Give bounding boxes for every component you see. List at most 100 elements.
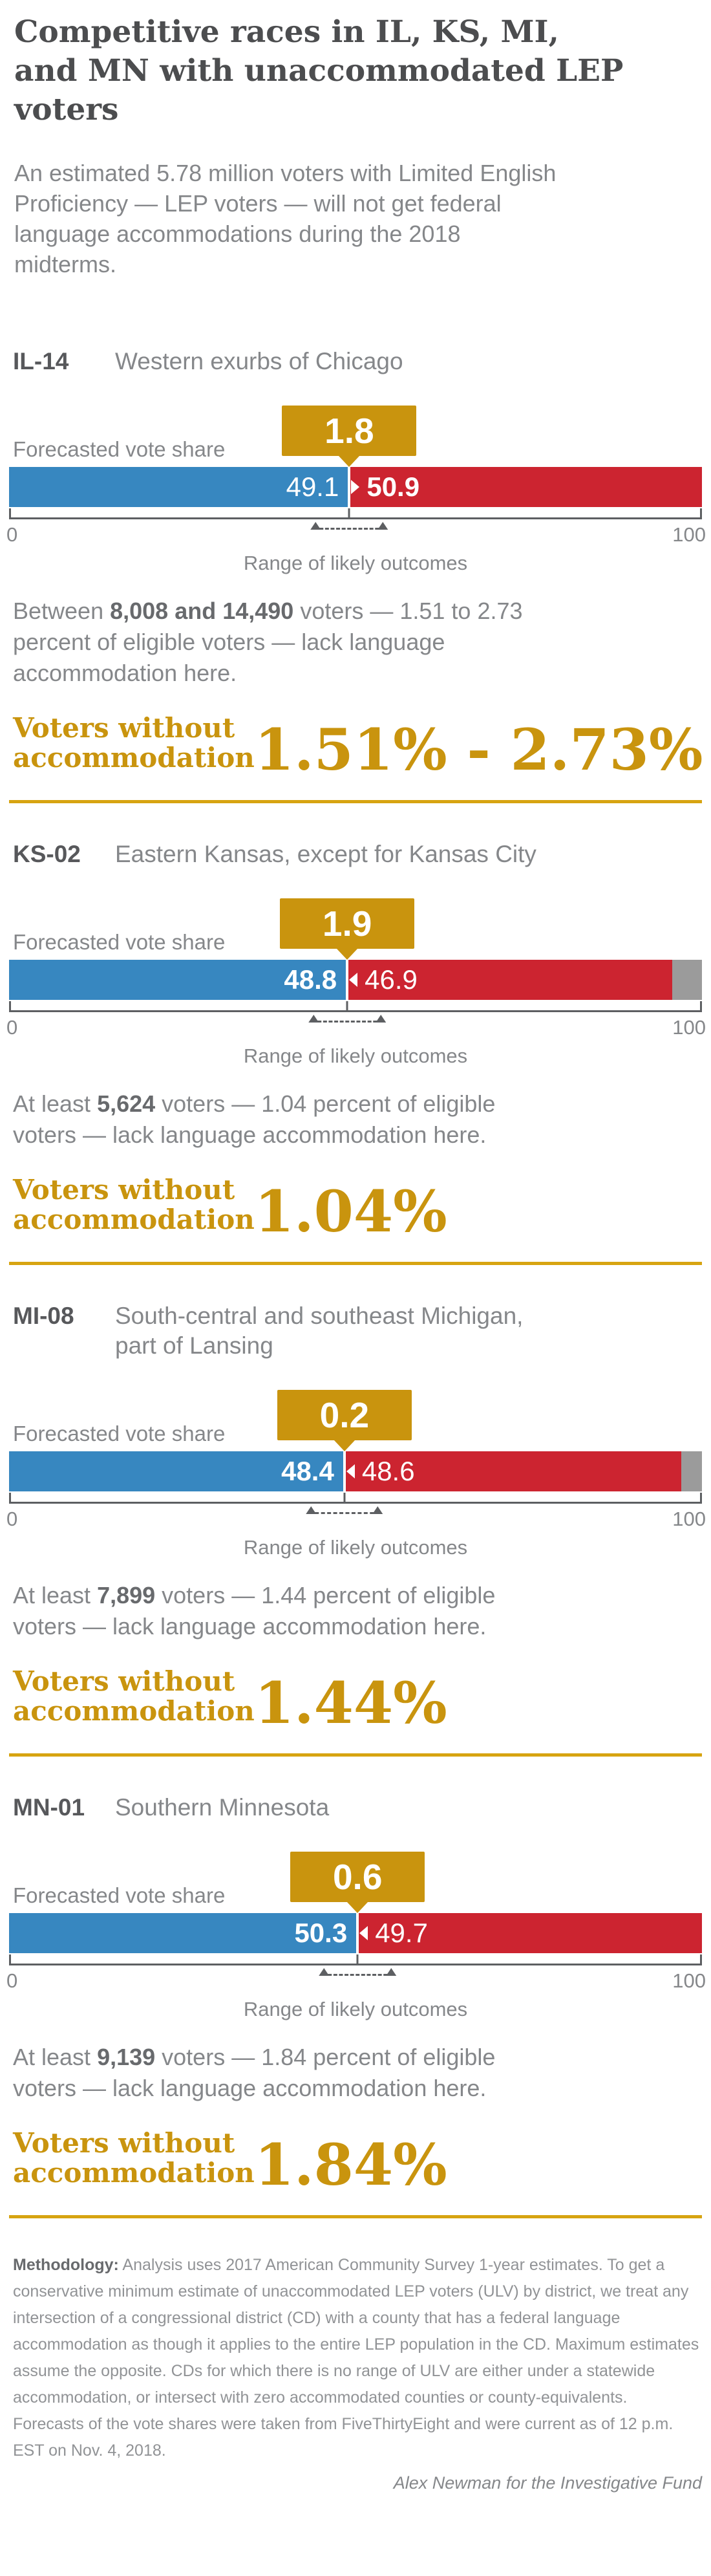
rep-share-value: 46.9 <box>365 964 418 995</box>
dem-share-value: 48.8 <box>284 964 337 995</box>
district-summary: Between 8,008 and 14,490 voters — 1.51 t… <box>13 596 556 689</box>
axis-tick-0 <box>9 1001 11 1012</box>
dem-share-value: 48.4 <box>281 1456 334 1486</box>
axis-line <box>9 1010 702 1012</box>
margin-badge: 0.2 <box>277 1390 412 1451</box>
axis-labels: 0 100 <box>6 1012 706 1046</box>
axis-label-min: 0 <box>6 523 18 546</box>
range-arrow-left-icon <box>319 1968 330 1976</box>
margin-badge: 1.9 <box>280 898 415 960</box>
axis-labels: 0 100 <box>6 519 706 553</box>
axis-labels: 0 100 <box>6 1965 706 1999</box>
likely-range-indicator <box>310 521 388 531</box>
forecast-vote-share-label: Forecasted vote share <box>13 1883 226 1907</box>
gold-label: Voters without accommodation <box>13 2127 255 2189</box>
axis-label-min: 0 <box>6 1969 18 1992</box>
dem-segment: 48.8 <box>9 960 348 1000</box>
axis-tick-100 <box>700 1001 702 1012</box>
forecast-vote-share-label: Forecasted vote share <box>13 437 226 461</box>
district-header: MI-08 South-central and southeast Michig… <box>13 1301 702 1361</box>
axis-tick-0 <box>9 1493 11 1504</box>
segment-boundary <box>356 1913 359 1953</box>
district-code: IL-14 <box>13 348 69 374</box>
axis <box>9 1493 702 1504</box>
axis-tick-marker <box>346 1001 348 1012</box>
rep-share-value: 49.7 <box>375 1918 428 1948</box>
range-arrow-right-icon <box>372 1506 383 1514</box>
margin-badge: 1.8 <box>282 406 417 467</box>
summary-pre: At least <box>13 2044 98 2070</box>
axis-tick-0 <box>9 1954 11 1965</box>
forecast-chart: Forecasted vote share 0.6 50.3 49.7 0 <box>6 1823 706 2020</box>
district-header: KS-02 Eastern Kansas, except for Kansas … <box>13 839 702 869</box>
summary-voter-count: 9,139 <box>97 2044 156 2070</box>
vote-share-bar: 50.3 49.7 <box>9 1913 702 1953</box>
dem-segment: 49.1 <box>9 467 350 507</box>
voters-without-accommodation: Voters without accommodation 1.84% <box>13 2127 702 2194</box>
voters-without-accommodation: Voters without accommodation 1.51% - 2.73… <box>13 712 703 779</box>
rep-segment: 50.9 <box>349 467 702 507</box>
margin-value: 1.9 <box>280 898 415 949</box>
rep-segment: 48.6 <box>344 1451 681 1491</box>
dem-share-value: 50.3 <box>294 1918 348 1948</box>
section-divider <box>9 1753 702 1757</box>
forecast-chart: Forecasted vote share 1.8 49.1 50.9 0 <box>6 376 706 574</box>
forecast-chart: Forecasted vote share 1.9 48.8 46.9 0 <box>6 869 706 1066</box>
district-description: Western exurbs of Chicago <box>115 348 403 374</box>
axis <box>9 1001 702 1012</box>
axis <box>9 1954 702 1965</box>
other-segment <box>681 1451 702 1491</box>
other-segment <box>672 960 702 1000</box>
axis-tick-100 <box>700 1954 702 1965</box>
forecast-vote-share-label: Forecasted vote share <box>13 1422 226 1445</box>
district-section-mi-08: MI-08 South-central and southeast Michig… <box>6 1301 706 1757</box>
section-divider <box>9 1262 702 1265</box>
range-arrow-right-icon <box>377 522 388 530</box>
favored-arrow-icon <box>346 1464 355 1478</box>
range-dashed-line <box>317 1021 377 1023</box>
badge-pointer-icon <box>337 949 358 960</box>
gold-percentage: 1.51% - 2.73% <box>254 716 703 784</box>
range-arrow-left-icon <box>306 1506 317 1514</box>
vote-share-bar: 49.1 50.9 <box>9 467 702 507</box>
gold-percentage: 1.44% <box>254 1669 447 1737</box>
margin-value: 0.6 <box>290 1852 425 1902</box>
gold-percentage: 1.04% <box>254 1178 447 1246</box>
district-section-il-14: IL-14 Western exurbs of Chicago Forecast… <box>6 347 706 803</box>
district-description: Southern Minnesota <box>115 1794 330 1821</box>
axis-tick-marker <box>356 1954 359 1965</box>
district-summary: At least 5,624 voters — 1.04 percent of … <box>13 1088 556 1151</box>
gold-label: Voters without accommodation <box>13 712 255 774</box>
forecast-vote-share-label: Forecasted vote share <box>13 930 226 954</box>
summary-voter-count: 7,899 <box>97 1582 156 1608</box>
axis-tick-0 <box>9 508 11 519</box>
axis-line <box>9 1964 702 1965</box>
range-arrow-right-icon <box>375 1015 386 1023</box>
favored-arrow-icon <box>359 1926 368 1940</box>
summary-pre: At least <box>13 1090 98 1117</box>
gold-percentage: 1.84% <box>254 2131 447 2199</box>
axis-label-max: 100 <box>672 1508 706 1530</box>
badge-pointer-icon <box>347 1902 368 1913</box>
credit-byline: Alex Newman for the Investigative Fund <box>393 2473 702 2493</box>
range-caption: Range of likely outcomes <box>243 552 468 574</box>
axis-line <box>9 517 702 519</box>
dem-segment: 48.4 <box>9 1451 345 1491</box>
district-code: MN-01 <box>13 1794 85 1821</box>
district-code: KS-02 <box>13 841 81 867</box>
axis-tick-100 <box>700 508 702 519</box>
rep-share-value: 50.9 <box>366 471 420 502</box>
range-dashed-line <box>328 1974 387 1976</box>
district-summary: At least 7,899 voters — 1.44 percent of … <box>13 1580 556 1642</box>
range-dashed-line <box>319 528 379 530</box>
district-description: South-central and southeast Michigan, pa… <box>115 1303 524 1359</box>
page-subtitle: An estimated 5.78 million voters with Li… <box>14 160 557 277</box>
axis-label-max: 100 <box>672 523 706 546</box>
summary-voter-count: 8,008 and 14,490 <box>110 598 294 624</box>
district-section-ks-02: KS-02 Eastern Kansas, except for Kansas … <box>6 839 706 1265</box>
axis-label-max: 100 <box>672 1016 706 1039</box>
rep-segment: 46.9 <box>347 960 672 1000</box>
range-caption: Range of likely outcomes <box>243 1536 468 1559</box>
section-divider <box>9 800 702 803</box>
vote-share-bar: 48.4 48.6 <box>9 1451 702 1491</box>
